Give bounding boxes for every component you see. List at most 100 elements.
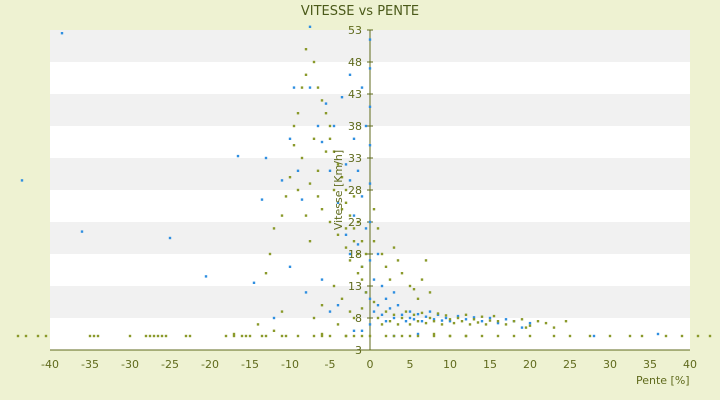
data-point-olive	[184, 334, 188, 338]
data-point-olive	[380, 252, 384, 256]
x-tick-label: -5	[325, 358, 336, 371]
data-point-olive	[640, 334, 644, 338]
data-point-olive	[448, 334, 452, 338]
data-point-blue	[320, 140, 324, 144]
data-point-olive	[364, 252, 368, 256]
data-point-olive	[320, 332, 324, 336]
x-tick-label: -15	[241, 358, 259, 371]
data-point-blue	[392, 291, 396, 294]
x-tick-label: -20	[201, 358, 219, 371]
data-point-blue	[308, 86, 312, 89]
x-tick-labels: -40 -35 -30 -25 -20 -15 -10 -5 0 5 10 15 20 25 30 35 40	[41, 358, 697, 371]
x-tick-label: 40	[683, 358, 697, 371]
data-point-blue	[380, 284, 384, 288]
data-point-blue	[20, 179, 24, 182]
data-point-blue	[424, 315, 428, 318]
data-point-blue	[352, 214, 356, 217]
x-tick-label: -35	[81, 358, 99, 371]
data-point-olive	[160, 334, 164, 338]
data-point-blue	[444, 316, 448, 320]
data-point-olive	[472, 318, 476, 321]
data-point-olive	[312, 334, 316, 338]
data-point-olive	[308, 240, 312, 243]
data-point-olive	[16, 334, 20, 338]
data-point-olive	[356, 252, 360, 256]
data-point-olive	[464, 334, 468, 338]
data-point-olive	[412, 313, 416, 316]
data-point-olive	[588, 334, 592, 338]
data-point-olive	[96, 334, 100, 338]
y-tick-label: 53	[348, 24, 362, 37]
data-point-blue	[368, 220, 372, 224]
y-tick-label: 13	[348, 280, 362, 293]
data-point-olive	[392, 334, 396, 338]
data-point-olive	[496, 320, 500, 323]
data-point-blue	[436, 313, 440, 316]
data-point-olive	[336, 323, 340, 326]
data-point-olive	[296, 334, 300, 338]
x-tick-label: 5	[407, 358, 414, 371]
data-point-olive	[480, 315, 484, 318]
data-point-olive	[308, 182, 312, 185]
data-point-olive	[348, 310, 352, 313]
data-point-blue	[280, 179, 284, 182]
data-point-olive	[424, 321, 428, 325]
data-point-blue	[440, 319, 444, 322]
data-point-blue	[372, 278, 376, 281]
data-point-olive	[464, 313, 468, 316]
data-point-blue	[352, 329, 356, 332]
data-point-blue	[416, 312, 420, 316]
data-point-olive	[368, 334, 372, 338]
data-point-blue	[292, 86, 296, 89]
data-point-olive	[484, 323, 488, 326]
data-point-blue	[408, 310, 412, 313]
data-point-blue	[324, 102, 328, 105]
data-point-blue	[388, 307, 392, 310]
x-tick-label: -40	[41, 358, 59, 371]
data-point-olive	[292, 144, 296, 147]
y-tick-label: 18	[348, 248, 362, 261]
data-point-olive	[148, 334, 152, 338]
data-point-blue	[60, 32, 64, 35]
data-point-olive	[664, 334, 668, 338]
data-point-olive	[264, 272, 268, 275]
data-point-blue	[368, 323, 372, 326]
data-point-olive	[544, 321, 548, 325]
x-tick-label: 35	[643, 358, 657, 371]
data-point-olive	[460, 320, 464, 323]
data-point-blue	[336, 304, 340, 307]
data-point-olive	[376, 227, 380, 230]
data-point-blue	[344, 163, 348, 166]
data-point-olive	[512, 334, 516, 338]
data-point-olive	[372, 208, 376, 211]
data-point-blue	[364, 124, 368, 128]
data-point-olive	[696, 334, 700, 338]
data-point-olive	[520, 318, 524, 321]
data-point-olive	[332, 188, 336, 192]
data-point-olive	[432, 320, 436, 323]
data-point-olive	[352, 240, 356, 243]
data-point-olive	[88, 334, 92, 338]
data-point-olive	[512, 320, 516, 323]
data-point-olive	[388, 278, 392, 281]
data-point-olive	[528, 324, 532, 327]
data-point-olive	[536, 320, 540, 323]
data-point-olive	[256, 323, 260, 326]
data-point-olive	[476, 321, 480, 324]
data-point-olive	[232, 332, 236, 336]
data-point-blue	[368, 38, 372, 41]
data-point-blue	[400, 313, 404, 316]
data-point-olive	[328, 137, 332, 140]
data-point-blue	[360, 86, 364, 89]
data-point-olive	[552, 334, 556, 338]
data-point-olive	[188, 334, 192, 338]
data-point-olive	[608, 334, 612, 338]
data-point-olive	[432, 332, 436, 336]
y-tick-label: 43	[348, 88, 362, 101]
data-point-blue	[428, 310, 432, 313]
data-point-blue	[448, 320, 452, 323]
data-point-blue	[368, 182, 372, 185]
data-point-olive	[320, 208, 324, 211]
data-point-blue	[396, 304, 400, 307]
